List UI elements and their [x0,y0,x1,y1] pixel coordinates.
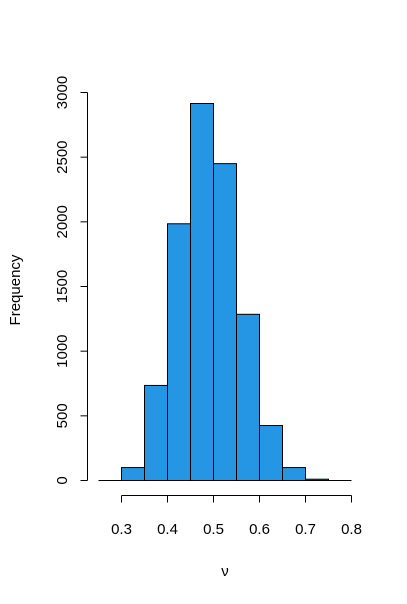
histogram-bar [236,313,260,481]
histogram-bar [121,467,145,482]
histogram-bar [213,163,237,481]
x-tick-label: 0.7 [295,521,316,538]
y-axis: 0 500 1000 1500 2000 2500 3000 [54,76,88,485]
y-tick-label: 0 [54,476,71,484]
x-axis: 0.3 0.4 0.5 0.6 0.7 0.8 [111,495,362,538]
histogram-bars [121,102,329,482]
histogram-bar [144,384,168,481]
x-tick-label: 0.5 [203,521,224,538]
x-axis-title: ν [221,563,229,580]
y-tick-label: 2500 [54,140,71,173]
x-tick-label: 0.3 [111,521,132,538]
x-tick-label: 0.4 [157,521,178,538]
y-axis-title: Frequency [7,254,24,325]
histogram-bar [190,102,214,481]
histogram-bar [167,223,191,481]
y-tick-label: 1000 [54,334,71,367]
y-tick-label: 500 [54,403,71,428]
y-tick-label: 1500 [54,270,71,303]
y-tick-label: 3000 [54,76,71,109]
y-tick-label: 2000 [54,205,71,238]
histogram-bar [259,425,283,481]
x-tick-label: 0.6 [249,521,270,538]
x-tick-label: 0.8 [341,521,362,538]
histogram-bar [282,467,306,482]
